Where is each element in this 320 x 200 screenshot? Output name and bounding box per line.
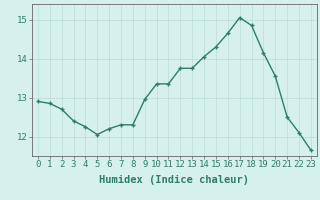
X-axis label: Humidex (Indice chaleur): Humidex (Indice chaleur) <box>100 175 249 185</box>
